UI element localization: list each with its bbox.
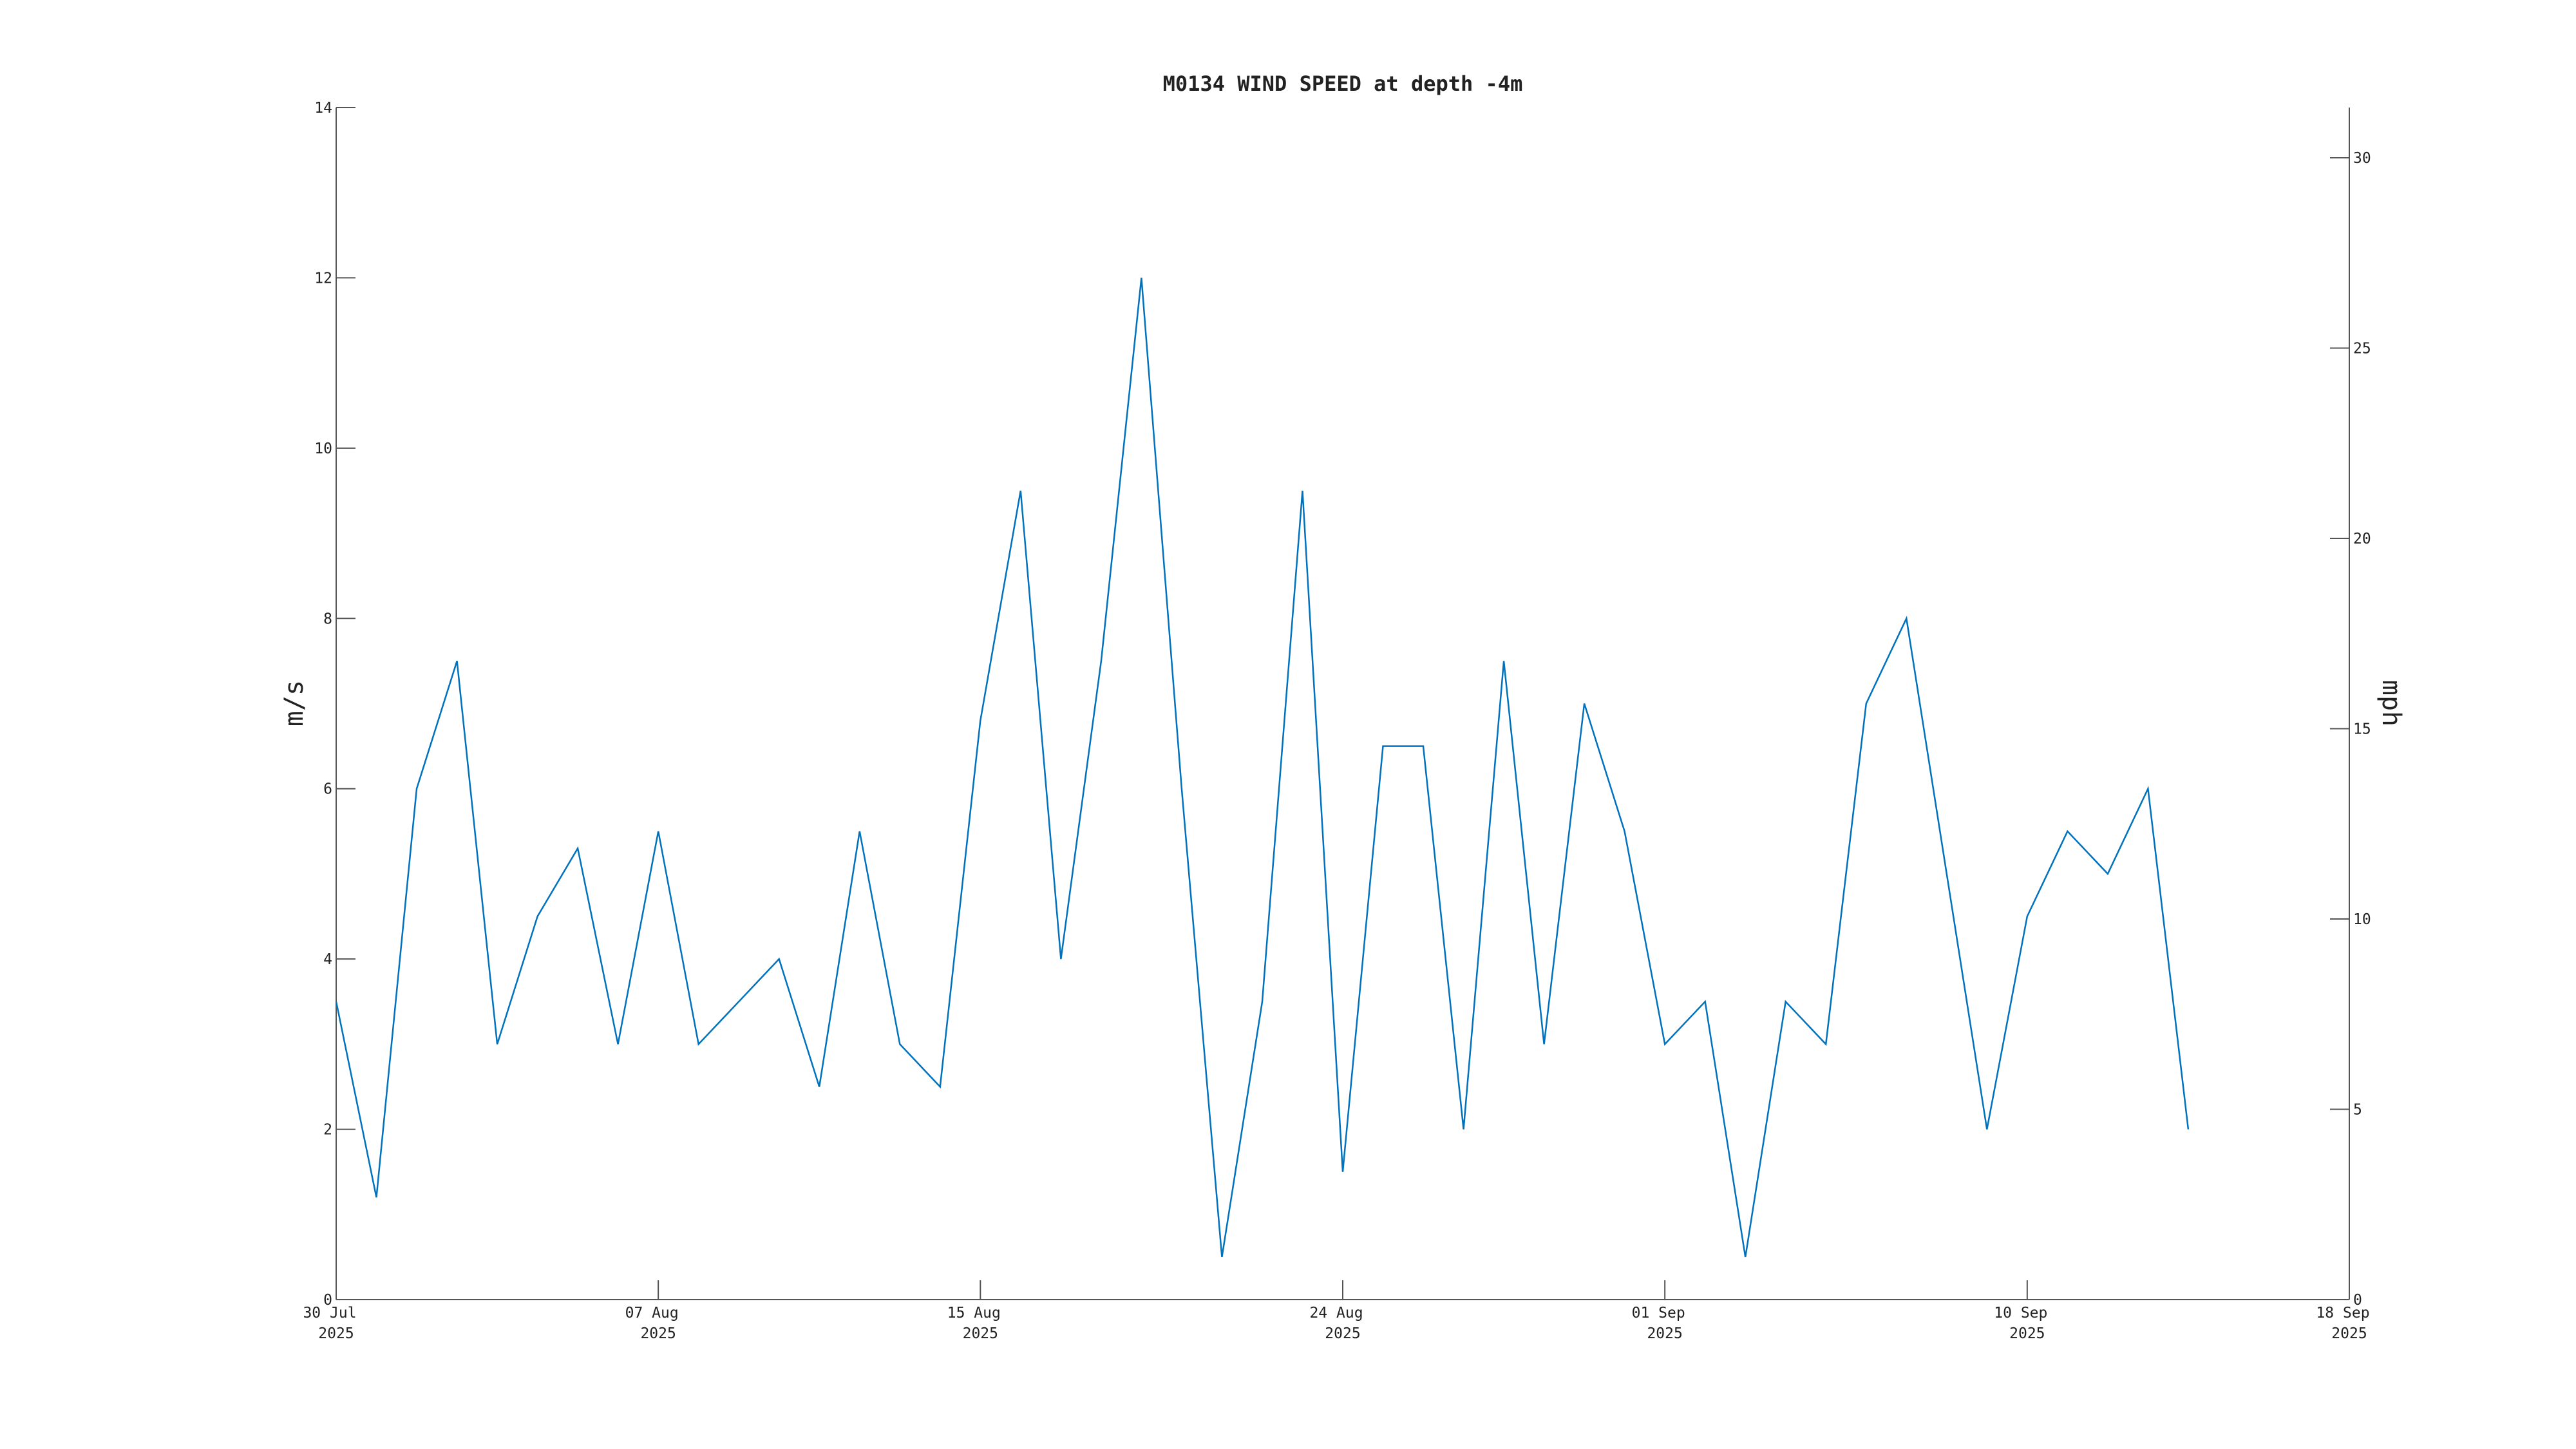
- y-tick-label: 14: [314, 100, 332, 117]
- y-axis-label: m/s: [279, 680, 309, 726]
- y-tick-label: 8: [323, 611, 332, 627]
- x-tick-label: 18 Sep 2025: [2316, 1305, 2369, 1342]
- y2-tick-label: 20: [2353, 531, 2371, 547]
- y2-tick-label: 25: [2353, 341, 2371, 357]
- y-tick-label: 2: [323, 1122, 332, 1139]
- y-tick-label: 10: [314, 440, 332, 457]
- y2-tick-label: 0: [2353, 1292, 2362, 1309]
- x-tick-label: 24 Aug 2025: [1309, 1305, 1363, 1342]
- x-tick-label: 01 Sep 2025: [1632, 1305, 1685, 1342]
- chart-title: M0134 WIND SPEED at depth -4m: [1163, 71, 1523, 96]
- y-tick-label: 0: [323, 1292, 332, 1309]
- x-tick-label: 10 Sep 2025: [1994, 1305, 2047, 1342]
- y2-axis-label: mph: [2376, 680, 2406, 726]
- y2-tick-label: 15: [2353, 721, 2371, 738]
- x-tick-label: 07 Aug 2025: [625, 1305, 679, 1342]
- y-tick-label: 12: [314, 270, 332, 287]
- y2-tick-label: 10: [2353, 911, 2371, 928]
- x-tick-label: 30 Jul 2025: [303, 1305, 356, 1342]
- y2-tick-label: 30: [2353, 150, 2371, 167]
- x-tick-label: 15 Aug 2025: [947, 1305, 1001, 1342]
- y-tick-label: 6: [323, 781, 332, 798]
- y2-tick-label: 5: [2353, 1102, 2362, 1119]
- data-line: [335, 278, 2190, 1258]
- y-tick-label: 4: [323, 951, 332, 968]
